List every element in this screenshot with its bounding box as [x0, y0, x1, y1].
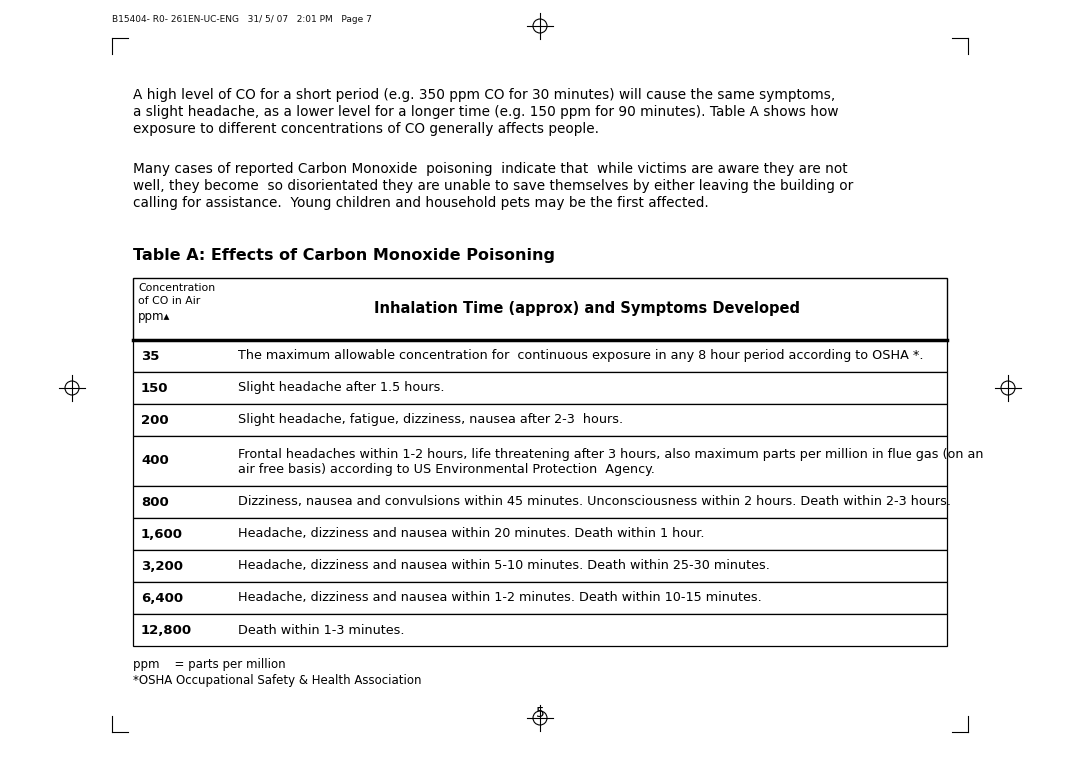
Text: Headache, dizziness and nausea within 1-2 minutes. Death within 10-15 minutes.: Headache, dizziness and nausea within 1-… — [238, 591, 761, 604]
Text: air free basis) according to US Environmental Protection  Agency.: air free basis) according to US Environm… — [238, 463, 654, 476]
Text: of CO in Air: of CO in Air — [138, 296, 200, 306]
Text: 6,400: 6,400 — [141, 591, 184, 604]
Text: calling for assistance.  Young children and household pets may be the first affe: calling for assistance. Young children a… — [133, 196, 708, 210]
Text: 5: 5 — [536, 706, 544, 720]
Text: Dizziness, nausea and convulsions within 45 minutes. Unconsciousness within 2 ho: Dizziness, nausea and convulsions within… — [238, 495, 951, 508]
Text: Slight headache, fatigue, dizziness, nausea after 2-3  hours.: Slight headache, fatigue, dizziness, nau… — [238, 414, 623, 427]
Bar — [133, 278, 947, 340]
Text: well, they become  so disorientated they are unable to save themselves by either: well, they become so disorientated they … — [133, 179, 853, 193]
Text: Slight headache after 1.5 hours.: Slight headache after 1.5 hours. — [238, 382, 445, 394]
Bar — [133, 518, 947, 550]
Text: ppm▴: ppm▴ — [138, 310, 171, 323]
Text: Table A: Effects of Carbon Monoxide Poisoning: Table A: Effects of Carbon Monoxide Pois… — [133, 248, 555, 263]
Text: Frontal headaches within 1-2 hours, life threatening after 3 hours, also maximum: Frontal headaches within 1-2 hours, life… — [238, 448, 984, 461]
Text: B15404- R0- 261EN-UC-ENG   31/ 5/ 07   2:01 PM   Page 7: B15404- R0- 261EN-UC-ENG 31/ 5/ 07 2:01 … — [112, 15, 372, 24]
Bar — [133, 614, 947, 646]
Text: exposure to different concentrations of CO generally affects people.: exposure to different concentrations of … — [133, 122, 599, 136]
Text: 200: 200 — [141, 414, 168, 427]
Text: A high level of CO for a short period (e.g. 350 ppm CO for 30 minutes) will caus: A high level of CO for a short period (e… — [133, 88, 835, 102]
Text: 35: 35 — [141, 349, 160, 362]
Text: Death within 1-3 minutes.: Death within 1-3 minutes. — [238, 623, 405, 636]
Text: 150: 150 — [141, 382, 168, 394]
Bar — [133, 486, 947, 518]
Text: Many cases of reported Carbon Monoxide  poisoning  indicate that  while victims : Many cases of reported Carbon Monoxide p… — [133, 162, 848, 176]
Text: 12,800: 12,800 — [141, 623, 192, 636]
Text: Headache, dizziness and nausea within 20 minutes. Death within 1 hour.: Headache, dizziness and nausea within 20… — [238, 527, 704, 540]
Text: *OSHA Occupational Safety & Health Association: *OSHA Occupational Safety & Health Assoc… — [133, 674, 421, 687]
Bar — [133, 372, 947, 404]
Text: 400: 400 — [141, 455, 168, 468]
Text: 800: 800 — [141, 495, 168, 508]
Bar — [133, 582, 947, 614]
Bar — [133, 436, 947, 486]
Text: The maximum allowable concentration for  continuous exposure in any 8 hour perio: The maximum allowable concentration for … — [238, 349, 923, 362]
Bar — [133, 340, 947, 372]
Text: Inhalation Time (approx) and Symptoms Developed: Inhalation Time (approx) and Symptoms De… — [375, 301, 800, 317]
Bar — [133, 404, 947, 436]
Text: a slight headache, as a lower level for a longer time (e.g. 150 ppm for 90 minut: a slight headache, as a lower level for … — [133, 105, 838, 119]
Text: Headache, dizziness and nausea within 5-10 minutes. Death within 25-30 minutes.: Headache, dizziness and nausea within 5-… — [238, 559, 770, 572]
Text: 3,200: 3,200 — [141, 559, 183, 572]
Text: ppm    = parts per million: ppm = parts per million — [133, 658, 285, 671]
Bar — [133, 550, 947, 582]
Text: Concentration: Concentration — [138, 283, 215, 293]
Text: 1,600: 1,600 — [141, 527, 183, 540]
